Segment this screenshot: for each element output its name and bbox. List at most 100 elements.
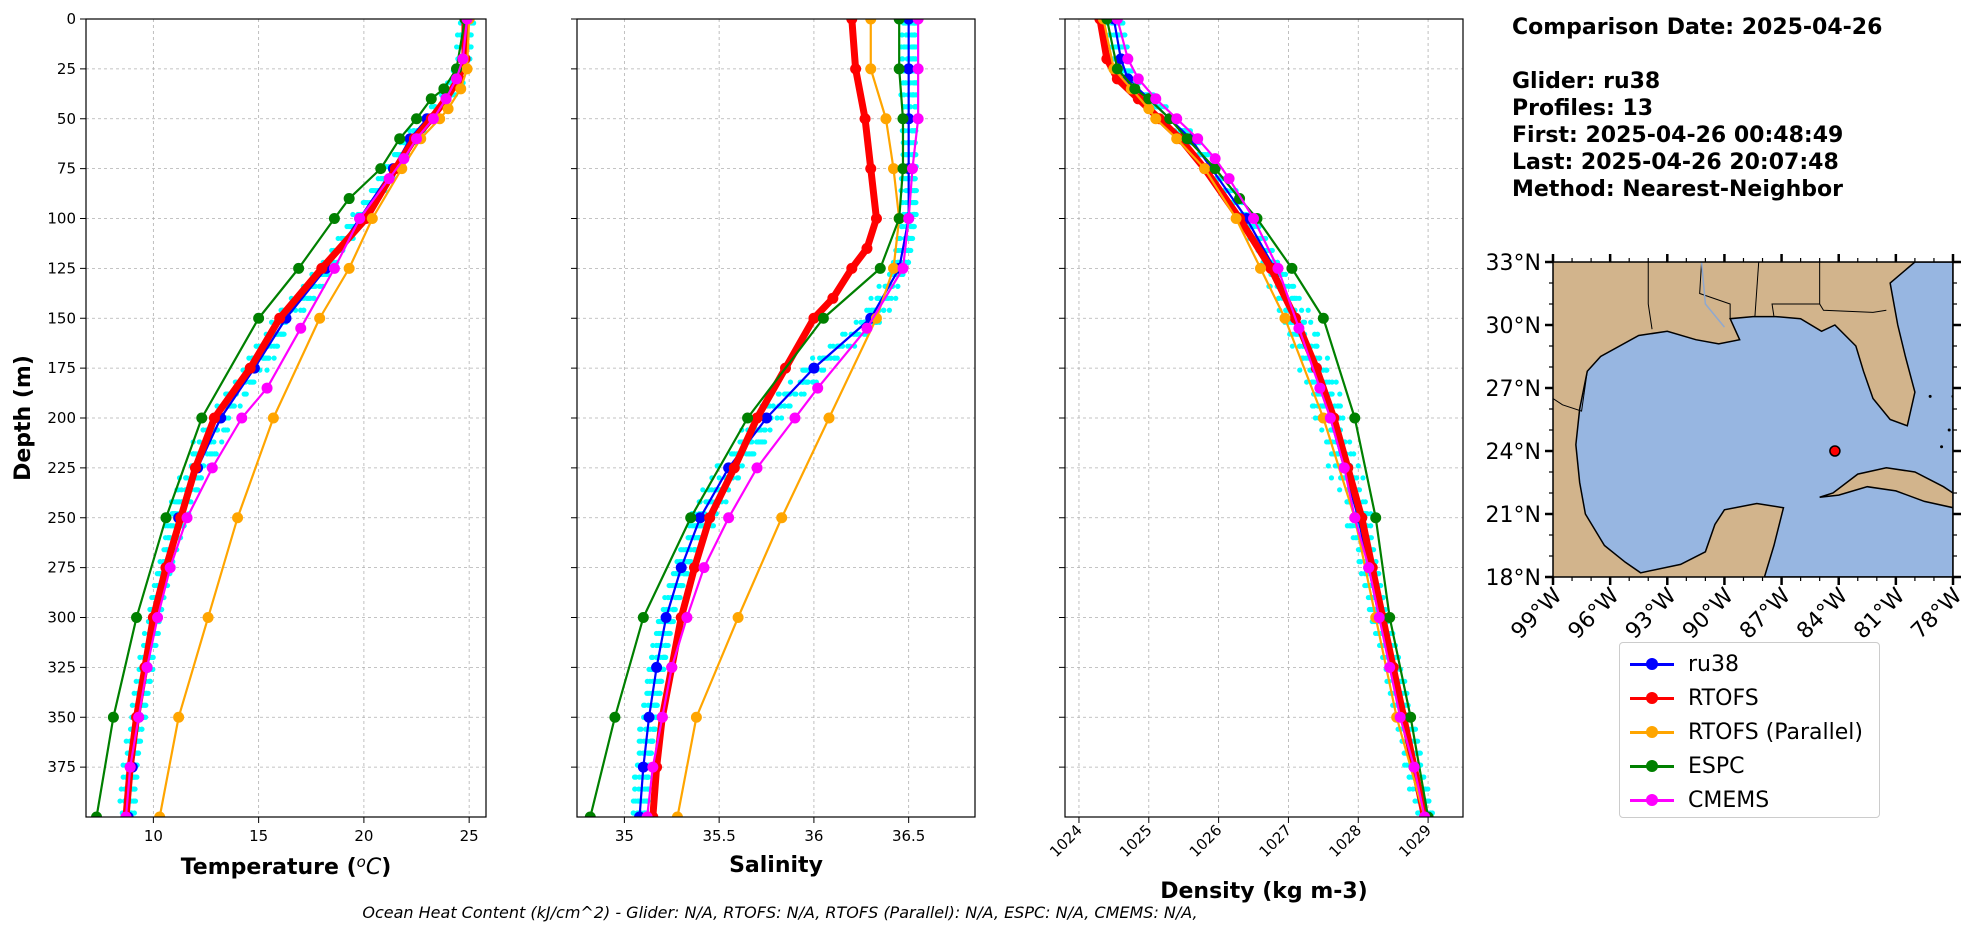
series-point — [723, 512, 735, 524]
legend-label: ESPC — [1688, 753, 1745, 779]
series-point — [859, 113, 871, 125]
series-point — [903, 19, 915, 25]
glider-point — [1350, 535, 1356, 541]
x-tick-label: 35 — [615, 827, 634, 845]
glider-point — [644, 750, 651, 756]
series-point — [253, 312, 265, 324]
glider-point — [1360, 499, 1366, 505]
glider-point — [196, 439, 202, 445]
salinity-panel: 35 35.5 36 36.5 Salinity — [571, 18, 976, 878]
glider-point — [691, 547, 697, 553]
glider-point — [669, 618, 675, 625]
glider-point — [791, 391, 798, 397]
glider-point — [194, 487, 200, 493]
glider-point — [211, 451, 218, 457]
glider-point — [653, 642, 660, 649]
x-tick-label: 1026 — [1186, 821, 1226, 861]
series-point — [789, 412, 801, 424]
glider-point — [468, 44, 474, 50]
glider-point — [129, 702, 135, 708]
series-point — [893, 63, 905, 75]
series-point — [274, 312, 286, 324]
y-tick-label: 375 — [47, 758, 76, 776]
series-point — [438, 83, 450, 95]
glider-point — [677, 582, 683, 589]
glider-point — [1368, 535, 1374, 541]
glider-point — [1425, 786, 1431, 792]
glider-point — [654, 690, 660, 696]
series-point — [888, 262, 900, 274]
glider-point — [756, 439, 762, 445]
glider-point — [1355, 463, 1361, 469]
series-point — [1143, 103, 1155, 115]
series-point — [912, 19, 924, 25]
glider-point — [1333, 379, 1339, 385]
glider-point — [1305, 307, 1311, 313]
glider-point — [798, 391, 804, 397]
series-point — [411, 133, 423, 145]
glider-point — [1324, 379, 1330, 385]
series-point — [751, 462, 763, 474]
series-point — [1408, 761, 1420, 773]
glider-point — [787, 403, 793, 409]
glider-point — [633, 774, 639, 780]
glider-point — [298, 307, 304, 313]
series-espc — [584, 19, 909, 817]
series-point — [314, 312, 326, 324]
lon-tick-label: 93°W — [1621, 583, 1682, 644]
lon-tick-label: 90°W — [1678, 583, 1739, 644]
border — [1819, 303, 1887, 313]
x-tick-label: 25 — [460, 827, 479, 845]
series-point — [584, 811, 596, 817]
series-point — [675, 562, 687, 574]
series-point — [1230, 213, 1242, 224]
glider-point — [910, 44, 916, 50]
glider-point — [899, 32, 905, 38]
glider-point — [1337, 391, 1343, 397]
series-point — [1293, 322, 1305, 334]
glider-point — [854, 331, 860, 337]
series-point — [131, 612, 143, 623]
series-point — [316, 262, 328, 274]
series-point — [398, 153, 410, 165]
glider-point — [1337, 487, 1343, 493]
series-point — [761, 412, 773, 424]
island — [1947, 428, 1951, 432]
glider-point — [749, 451, 755, 457]
series-point — [457, 53, 469, 65]
series-point — [173, 711, 185, 723]
glider-point — [1325, 463, 1331, 469]
series-cmems — [120, 19, 473, 817]
series-point — [1279, 312, 1291, 324]
series-point — [827, 292, 839, 304]
glider-point — [840, 331, 846, 337]
glider-point — [1315, 331, 1321, 337]
glider-point — [646, 690, 652, 696]
legend-item: ESPC — [1630, 749, 1879, 783]
glider-point — [1286, 283, 1292, 289]
series-point — [440, 93, 452, 105]
series-point — [728, 462, 740, 474]
series-point — [685, 512, 697, 524]
glider-point — [188, 499, 194, 505]
series-point — [689, 562, 701, 574]
glider-point — [897, 235, 903, 242]
glider-point — [866, 307, 872, 313]
y-tick-label: 150 — [47, 309, 76, 327]
glider-point — [1329, 379, 1335, 385]
grid — [1065, 18, 1463, 817]
series-point — [261, 382, 273, 394]
glider-point — [1276, 295, 1282, 301]
series-point — [808, 312, 820, 324]
series-point — [1286, 262, 1298, 274]
glider-point — [1291, 283, 1297, 289]
glider-point — [665, 594, 671, 601]
legend-marker — [1646, 726, 1658, 738]
legend-item: RTOFS (Parallel) — [1630, 715, 1879, 749]
glider-point — [634, 798, 641, 804]
glider-point — [896, 247, 902, 254]
series-point — [427, 113, 439, 125]
glider-point — [831, 355, 837, 361]
glider-point — [226, 415, 232, 421]
glider-point — [1347, 523, 1353, 529]
